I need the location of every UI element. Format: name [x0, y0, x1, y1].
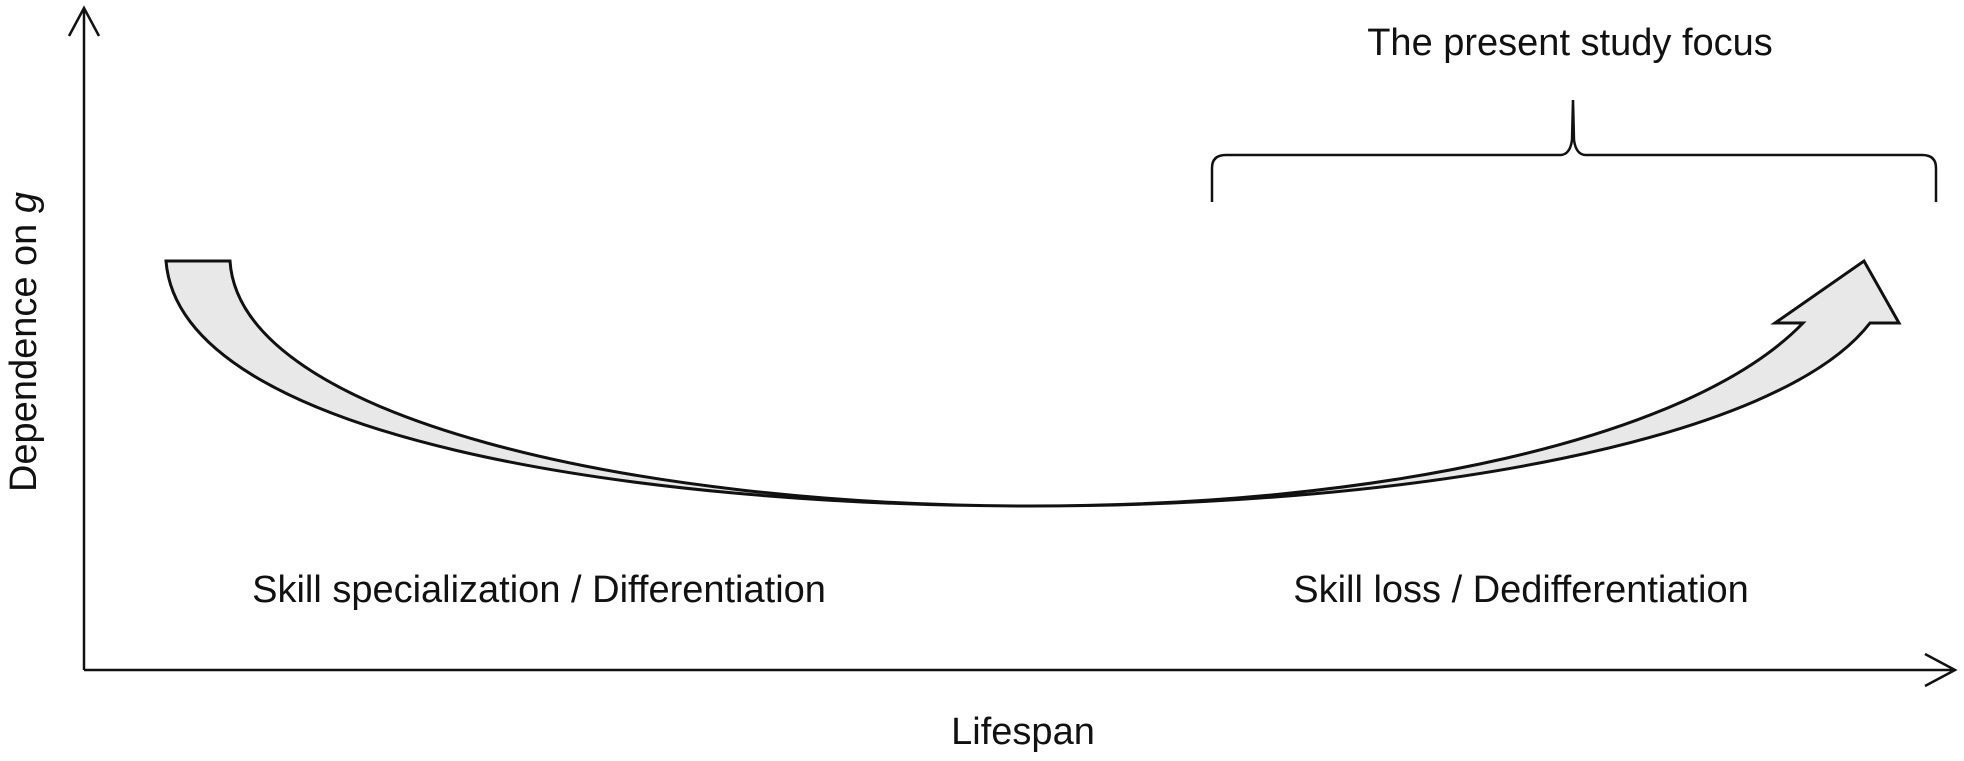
y-axis-label-text: Dependence on [3, 213, 45, 493]
specialization-phase-label: Skill specialization / Differentiation [252, 569, 826, 611]
y-axis-label: Dependence on g [3, 191, 45, 493]
study-focus-label: The present study focus [1367, 22, 1773, 64]
x-axis-label: Lifespan [951, 711, 1095, 753]
dedifferentiation-phase-label: Skill loss / Dedifferentiation [1293, 569, 1749, 611]
y-axis-arrowhead [67, 5, 101, 37]
trajectory-arrow [164, 258, 1902, 508]
y-axis [67, 5, 101, 670]
x-axis-arrowhead [1924, 652, 1958, 688]
x-axis [84, 652, 1958, 688]
focus-brace [1210, 99, 1938, 202]
y-axis-label-variable: g [3, 191, 45, 214]
